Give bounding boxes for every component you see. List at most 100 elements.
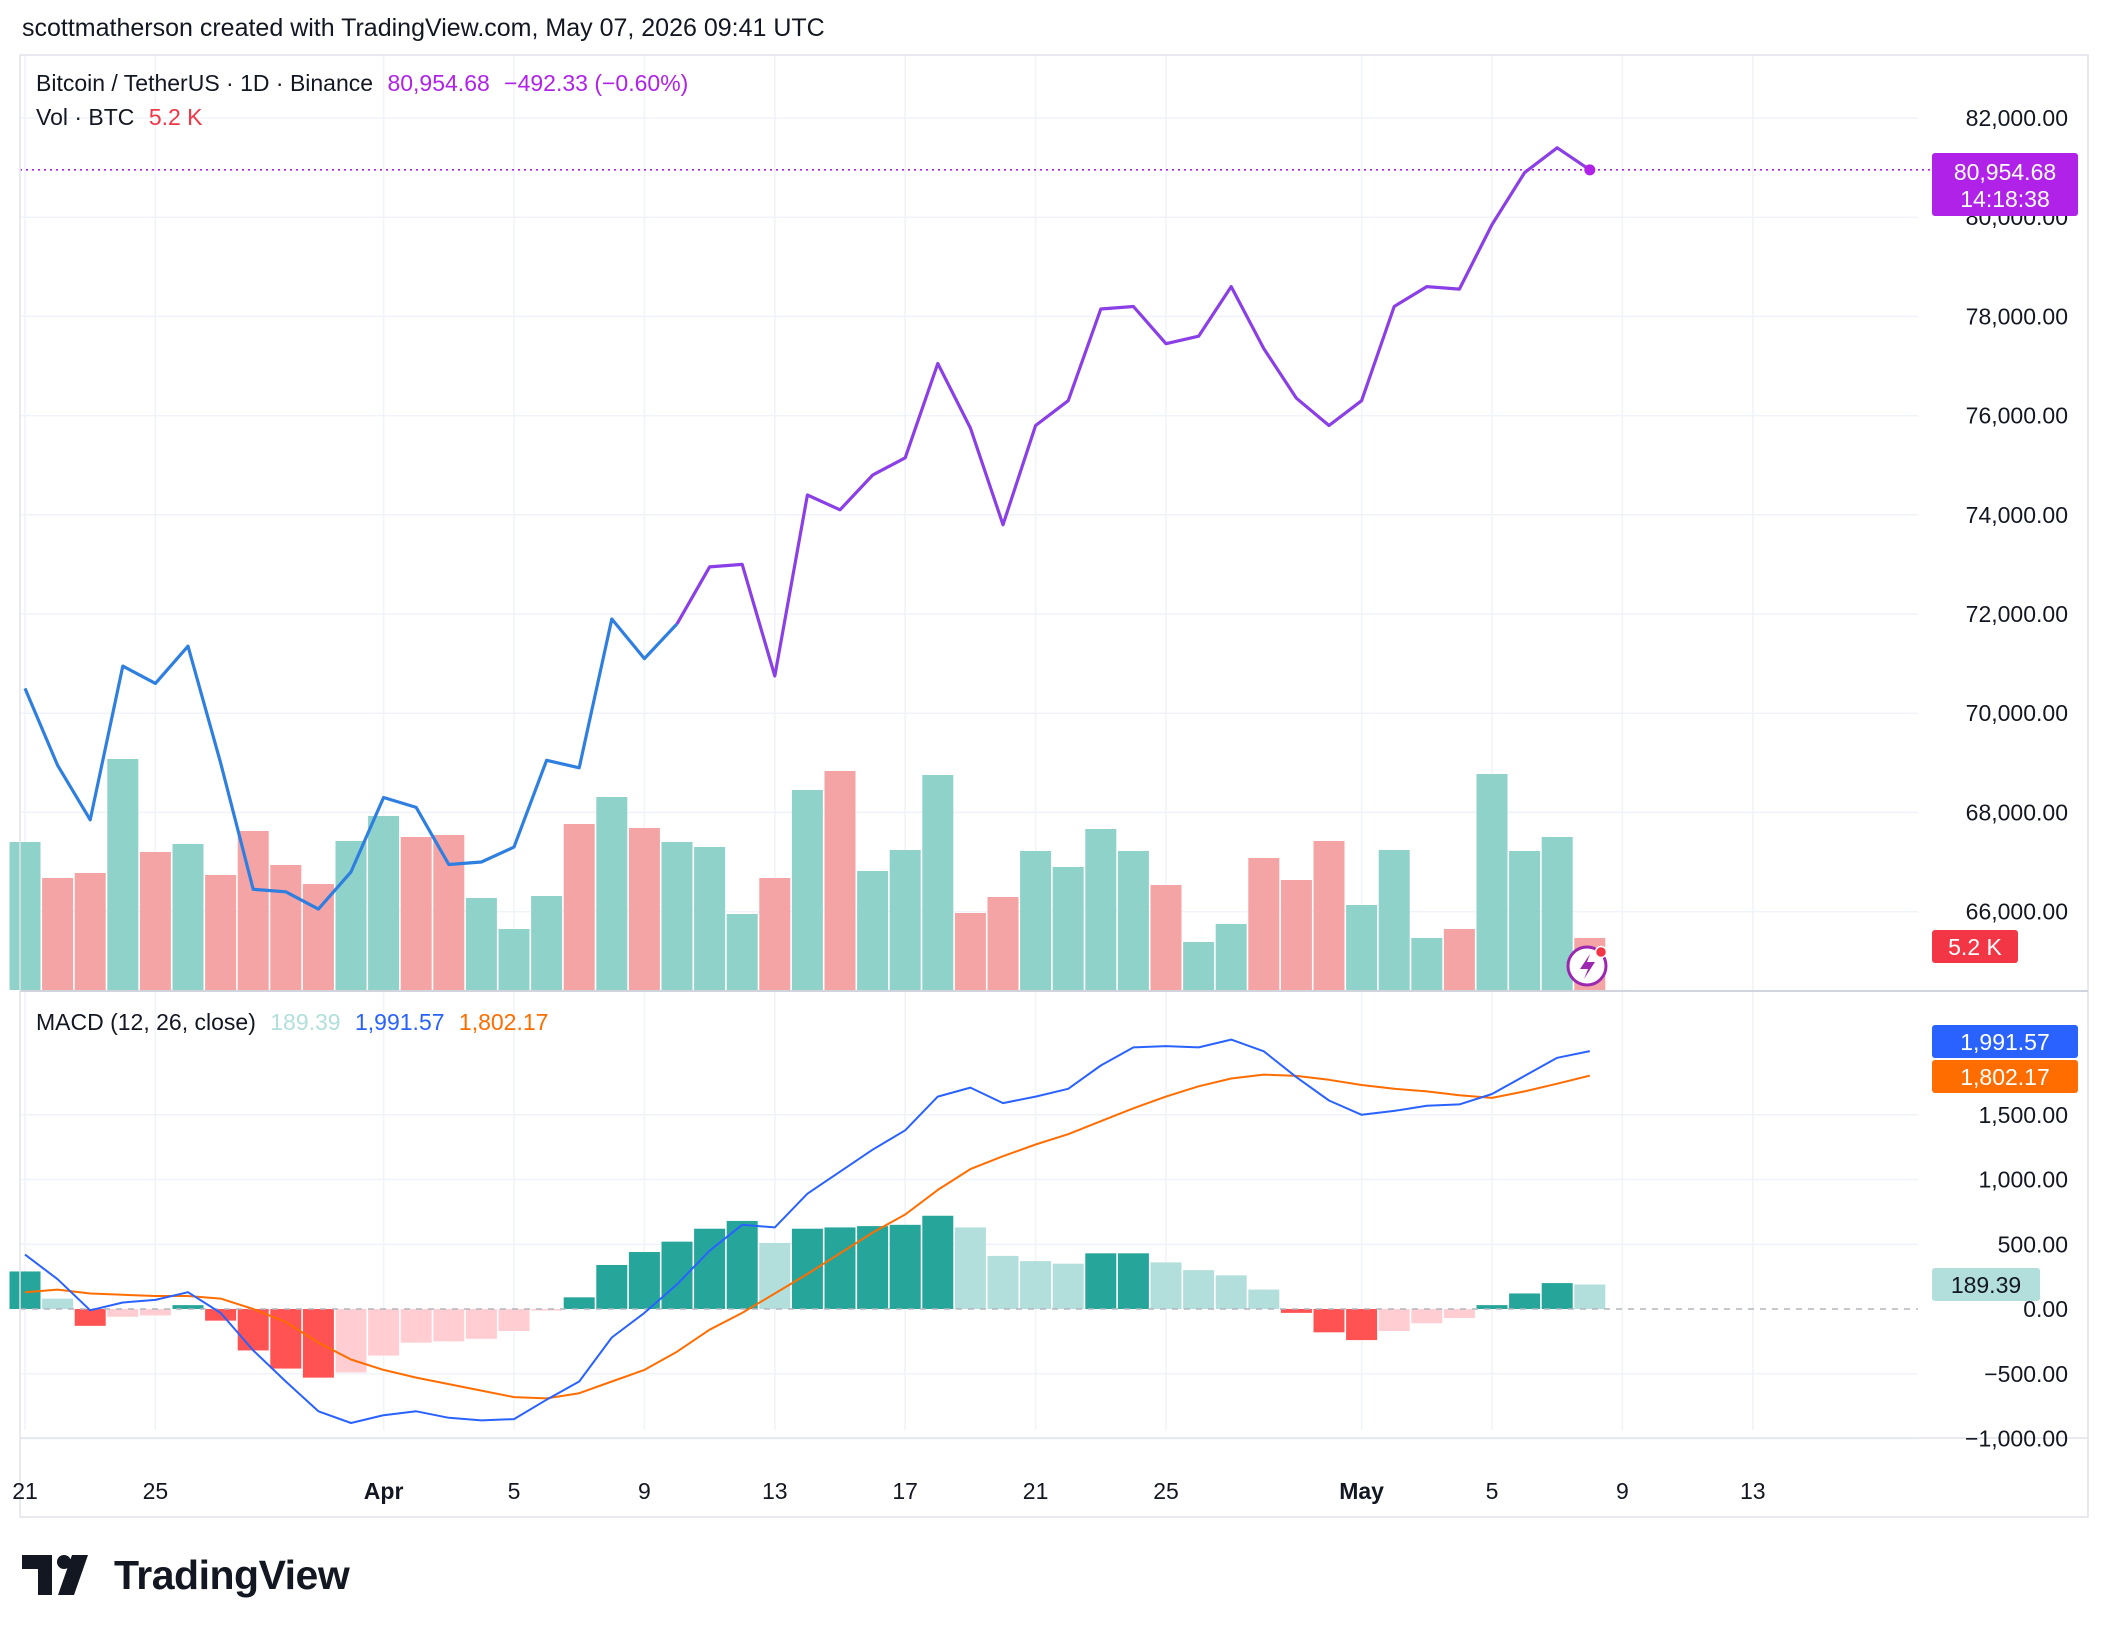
volume-bar: [302, 884, 334, 990]
macd-histogram-bar: [237, 1309, 269, 1351]
volume-badge-value: 5.2 K: [1948, 934, 2002, 960]
macd-histogram-bar: [531, 1309, 563, 1311]
macd-lines: [24, 1038, 1591, 1424]
macd-histogram-bar: [1183, 1270, 1215, 1309]
volume-bar: [465, 898, 497, 990]
volume-bar: [1476, 774, 1508, 990]
macd-histogram-bar: [1020, 1261, 1052, 1309]
volume-bar: [1378, 850, 1410, 990]
macd-line-value: 1,991.57: [355, 1009, 445, 1035]
macd-histogram-bar: [1117, 1253, 1149, 1309]
volume-bar: [1411, 938, 1443, 990]
volume-bar: [1248, 858, 1280, 990]
macd-badge-value: 1,991.57: [1960, 1029, 2050, 1055]
time-axis-tick-label: 9: [1616, 1478, 1629, 1504]
signal-badge-value: 1,802.17: [1960, 1064, 2050, 1090]
macd-histogram-bar: [791, 1228, 823, 1309]
macd-histogram-bar: [9, 1271, 41, 1309]
volume-bar: [1183, 942, 1215, 990]
macd-histogram-bar: [1476, 1305, 1508, 1309]
time-axis-tick-label: 5: [1486, 1478, 1499, 1504]
price-axis-tick-label: 68,000.00: [1966, 799, 2068, 825]
macd-axis-tick-label: 500.00: [1998, 1231, 2068, 1257]
macd-histogram-bar: [1574, 1284, 1606, 1309]
price-line-series-late: [675, 146, 1591, 678]
volume-bar: [74, 873, 106, 990]
volume-bar: [368, 816, 400, 990]
macd-histogram-bar: [465, 1309, 497, 1339]
price-badge: [1932, 153, 2078, 216]
volume-bar: [107, 759, 139, 990]
volume-bar: [824, 771, 856, 990]
macd-histogram-bar: [1443, 1309, 1475, 1319]
price-badge-countdown: 14:18:38: [1960, 186, 2050, 212]
signal-line-value: 1,802.17: [458, 1009, 549, 1035]
volume-bar: [954, 913, 986, 990]
macd-axis-tick-label: −500.00: [1984, 1361, 2068, 1387]
tradingview-logo[interactable]: TradingView: [22, 1551, 350, 1599]
last-price-dot: [1584, 164, 1596, 176]
volume-bar: [531, 896, 563, 990]
time-axis-tick-label: 13: [762, 1478, 788, 1504]
macd-histogram-bar: [596, 1264, 628, 1309]
volume-bar: [400, 837, 432, 990]
price-axis-tick-label: 82,000.00: [1966, 105, 2068, 131]
lightning-alert-icon[interactable]: [1566, 945, 1608, 987]
macd-histogram-bar: [433, 1309, 465, 1342]
volume-bar: [1313, 841, 1345, 990]
macd-histogram-bar: [107, 1309, 139, 1317]
macd-histogram-bar: [1085, 1253, 1117, 1309]
price-change: −492.33 (−0.60%): [504, 70, 689, 96]
time-axis-tick-label: Apr: [364, 1478, 404, 1504]
volume-bar: [9, 842, 41, 990]
volume-bar: [270, 865, 302, 990]
macd-histogram-bar: [1378, 1309, 1410, 1332]
volume-bar: [1346, 905, 1378, 990]
price-badge-value: 80,954.68: [1954, 159, 2056, 185]
macd-histogram-bar: [1052, 1263, 1084, 1309]
macd-line-series: [24, 1038, 1591, 1424]
macd-histogram-bar: [1280, 1309, 1312, 1313]
volume-bar: [987, 897, 1019, 990]
volume-bar: [498, 929, 530, 990]
macd-histogram-bar: [1541, 1283, 1573, 1309]
volume-badge: [1932, 930, 2018, 963]
macd-histogram: [9, 1215, 1918, 1378]
macd-histogram-bar: [759, 1242, 791, 1309]
macd-histogram-bar: [726, 1220, 758, 1309]
macd-badge: [1932, 1025, 2078, 1058]
tradingview-logo-icon: [22, 1555, 100, 1595]
macd-histogram-bar: [172, 1305, 204, 1309]
macd-histogram-bar: [368, 1309, 400, 1356]
volume-bar: [1117, 851, 1149, 990]
volume-bar: [922, 775, 954, 990]
volume-bar: [726, 914, 758, 990]
macd-histogram-value: 189.39: [270, 1009, 341, 1035]
signal-badge: [1932, 1060, 2078, 1093]
macd-histogram-bar: [42, 1298, 74, 1309]
signal-line-series: [24, 1073, 1591, 1400]
macd-label[interactable]: MACD (12, 26, close): [36, 1009, 256, 1035]
volume-bar: [1085, 829, 1117, 990]
price-axis-tick-label: 72,000.00: [1966, 601, 2068, 627]
macd-axis-tick-label: 1,000.00: [1978, 1167, 2068, 1193]
macd-histogram-bar: [987, 1255, 1019, 1309]
volume-label[interactable]: Vol · BTC: [36, 104, 135, 130]
main-legend: Bitcoin / TetherUS · 1D · Binance 80,954…: [36, 70, 696, 97]
volume-bar: [1052, 867, 1084, 990]
volume-bar: [563, 824, 595, 990]
time-axis-tick-label: 21: [12, 1478, 38, 1504]
macd-histogram-bar: [824, 1227, 856, 1309]
macd-axis-tick-label: −1,000.00: [1965, 1426, 2068, 1452]
chart-frame: [19, 54, 2089, 1518]
price-axis-tick-label: 66,000.00: [1966, 899, 2068, 925]
time-axis-tick-label: 9: [638, 1478, 651, 1504]
alert-notification-dot: [1594, 945, 1608, 959]
macd-axis-tick-label: 1,500.00: [1978, 1102, 2068, 1128]
symbol-label[interactable]: Bitcoin / TetherUS · 1D · Binance: [36, 70, 374, 96]
macd-histogram-bar: [922, 1215, 954, 1309]
macd-histogram-bar: [1313, 1309, 1345, 1333]
volume-bar: [335, 841, 367, 990]
